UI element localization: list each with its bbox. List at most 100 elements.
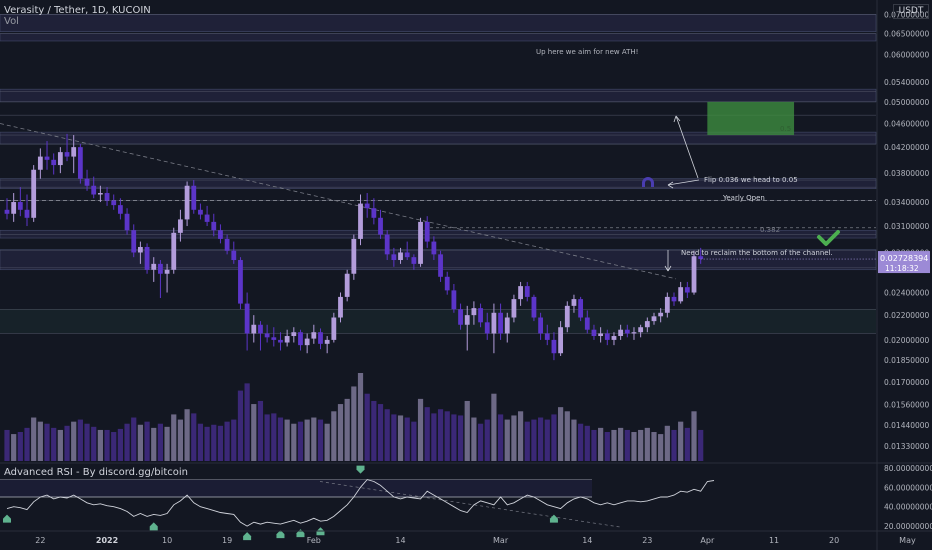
candle-body: [551, 339, 557, 354]
last-price-tag: [878, 251, 930, 274]
volume-bar: [698, 429, 704, 461]
volume-bar: [51, 427, 57, 461]
volume-bar: [277, 417, 284, 461]
volume-bar: [364, 393, 370, 461]
time-tick-label: 23: [642, 536, 652, 545]
price-tick-label: 0.01700000: [884, 378, 930, 387]
arrow-line: [675, 115, 699, 179]
volume-bar: [678, 421, 684, 461]
candle-body: [624, 329, 630, 334]
candle-body: [378, 217, 383, 235]
annotation-flip: Flip 0.036 we head to 0.05: [704, 176, 798, 184]
volume-bar: [544, 419, 550, 461]
candle-body: [631, 332, 637, 334]
candle-body: [464, 315, 470, 325]
candle-body: [644, 321, 650, 328]
volume-bar: [351, 386, 357, 461]
rsi-buy-signal: [549, 514, 558, 523]
volume-bar: [97, 429, 103, 461]
candle-body: [478, 308, 483, 323]
price-tick-label: 0.04200000: [884, 143, 930, 152]
candle-body: [204, 214, 210, 222]
price-tick-label: 0.03800000: [884, 169, 930, 178]
candle-body: [158, 263, 163, 274]
volume-bar: [477, 423, 484, 461]
candle-body: [611, 336, 617, 340]
price-zone: [0, 14, 877, 32]
price-tick-label: 0.04600000: [884, 120, 930, 129]
candle-body: [364, 203, 370, 209]
time-tick-label: Mar: [493, 536, 509, 545]
candle-body: [678, 287, 684, 302]
volume-bar: [164, 426, 170, 461]
candle-body: [164, 269, 170, 274]
price-tick-label: 0.07000000: [884, 10, 930, 19]
candle-body: [171, 232, 177, 270]
rsi-tick-label: 80.00000000: [884, 464, 932, 473]
volume-bar: [558, 407, 564, 461]
volume-bar: [191, 413, 197, 461]
volume-bar: [44, 423, 50, 461]
magnet-icon: [642, 177, 654, 187]
candle-body: [504, 317, 510, 334]
volume-bar: [671, 429, 677, 461]
candle-body: [331, 317, 337, 340]
volume-bar: [31, 417, 37, 461]
volume-bar: [344, 398, 350, 461]
annotation-ath: Up here we aim for new ATH!: [536, 48, 638, 56]
price-zone: [0, 249, 877, 271]
volume-bar: [638, 429, 644, 461]
arrow-head: [667, 181, 674, 189]
volume-bar: [331, 411, 337, 461]
volume-bar: [297, 421, 304, 461]
candle-body: [358, 203, 363, 239]
arrow-head: [664, 265, 672, 272]
price-zone: [0, 33, 877, 42]
candle-body: [244, 303, 250, 334]
candle-body: [304, 338, 310, 346]
candle-body: [104, 193, 110, 201]
currency-unit-button[interactable]: USDT: [893, 4, 929, 19]
volume-bar: [411, 421, 417, 461]
volume-bar: [197, 423, 204, 461]
candle-body: [671, 296, 677, 302]
candle-body: [11, 202, 17, 214]
candle-body: [124, 213, 130, 231]
volume-bar: [37, 421, 43, 461]
candle-body: [451, 290, 457, 310]
rsi-buy-signal: [149, 522, 158, 531]
candle-body: [531, 296, 537, 318]
price-zone: [0, 229, 877, 239]
target-zone-box: [707, 101, 795, 136]
candle-body: [591, 329, 597, 337]
volume-bar: [464, 400, 470, 461]
time-tick-label: 19: [222, 536, 232, 545]
candle-body: [638, 327, 644, 333]
candle-body: [664, 296, 670, 313]
volume-bar: [404, 417, 410, 461]
countdown-label: 11:18:32: [885, 264, 919, 273]
candle-body: [538, 317, 543, 334]
volume-bar: [591, 429, 597, 461]
volume-bar: [564, 411, 570, 461]
candle-body: [64, 152, 70, 157]
volume-bar: [357, 373, 364, 461]
price-zone: [0, 178, 877, 189]
volume-bar: [371, 400, 377, 461]
volume-bar: [444, 411, 450, 461]
candle-body: [258, 324, 263, 334]
candle-body: [564, 305, 570, 328]
candle-body: [431, 241, 437, 255]
volume-bar: [157, 423, 164, 461]
volume-bar: [317, 419, 324, 461]
volume-bar: [137, 424, 143, 461]
price-zone: [0, 309, 876, 334]
candle-body: [344, 273, 350, 297]
rsi-tick-label: 60.00000000: [884, 483, 932, 492]
volume-bar: [24, 427, 30, 461]
candle-body: [31, 169, 37, 218]
volume-label: Vol: [4, 16, 19, 27]
volume-bar: [77, 419, 83, 461]
volume-bar: [131, 417, 137, 461]
